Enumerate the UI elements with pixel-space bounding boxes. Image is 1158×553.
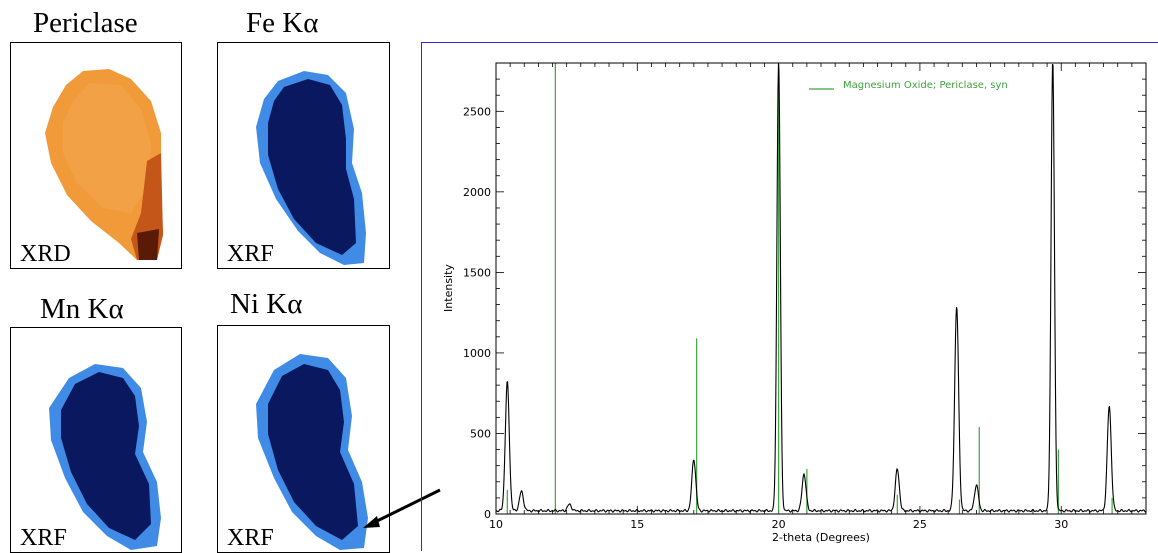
map-tag-periclase: XRD — [20, 241, 71, 267]
pointer-arrow-icon — [363, 488, 441, 528]
legend-label: Magnesium Oxide; Periclase, syn — [843, 80, 1008, 91]
plot-area — [495, 62, 1147, 515]
x-tick-label: 20 — [772, 518, 786, 531]
map-title-fe: Fe Kα — [246, 7, 319, 39]
y-tick-label: 1000 — [463, 347, 491, 360]
y-tick-label: 2000 — [463, 186, 491, 199]
y-tick-label: 2500 — [463, 105, 491, 118]
x-tick-label: 25 — [913, 518, 927, 531]
y-tick-label: 1500 — [463, 266, 491, 279]
y-tick-label: 0 — [484, 508, 491, 521]
periclase-map-icon — [45, 69, 163, 260]
map-tag-fe: XRF — [227, 241, 274, 267]
y-axis-label: Intensity — [442, 264, 455, 312]
x-tick-labels: 10 15 20 25 30 — [489, 518, 1068, 531]
y-tick-labels: 0 500 1000 1500 2000 2500 — [463, 105, 491, 521]
ni-map-icon — [256, 354, 368, 550]
map-fe: XRF — [217, 42, 390, 269]
xrd-plot-frame: 10 15 20 25 30 0 500 1000 1500 2000 2500 2-theta … — [421, 42, 1158, 551]
map-mn: XRF — [10, 327, 182, 553]
map-periclase: XRD — [10, 42, 182, 269]
map-ni: XRF — [217, 325, 390, 553]
axis-ticks — [495, 62, 1147, 515]
y-tick-label: 500 — [470, 427, 491, 440]
measured-line — [495, 62, 1147, 513]
xrd-chart: 10 15 20 25 30 0 500 1000 1500 2000 2500 2-theta … — [442, 62, 1147, 544]
map-tag-mn: XRF — [20, 525, 67, 551]
x-axis-label: 2-theta (Degrees) — [772, 531, 870, 544]
map-title-mn: Mn Kα — [40, 293, 124, 325]
measured-pattern — [495, 62, 1147, 513]
map-title-ni: Ni Kα — [230, 288, 303, 320]
map-title-periclase: Periclase — [33, 7, 138, 39]
x-tick-label: 30 — [1054, 518, 1068, 531]
mn-map-icon — [49, 364, 161, 550]
fe-map-icon — [256, 71, 366, 265]
x-tick-label: 10 — [489, 518, 503, 531]
x-tick-label: 15 — [630, 518, 644, 531]
map-tag-ni: XRF — [227, 525, 274, 551]
reference-pattern — [506, 63, 1113, 514]
